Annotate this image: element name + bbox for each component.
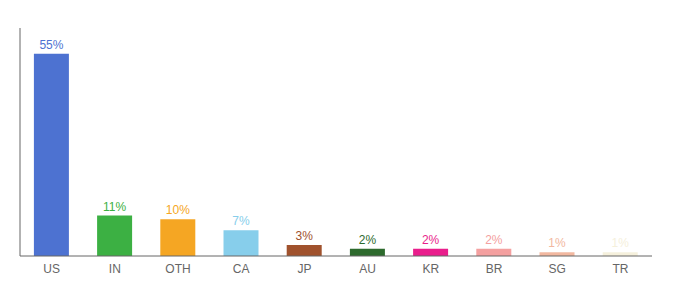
svg-text:BR: BR [486, 262, 503, 276]
svg-text:2%: 2% [359, 233, 377, 247]
svg-text:IN: IN [109, 262, 121, 276]
svg-text:10%: 10% [166, 203, 190, 217]
svg-text:JP: JP [297, 262, 311, 276]
svg-text:SG: SG [549, 262, 566, 276]
svg-text:CA: CA [233, 262, 250, 276]
svg-text:US: US [43, 262, 60, 276]
svg-text:3%: 3% [296, 229, 314, 243]
svg-text:11%: 11% [103, 200, 126, 214]
svg-text:TR: TR [612, 262, 628, 276]
svg-text:1%: 1% [548, 236, 566, 250]
svg-text:OTH: OTH [165, 262, 190, 276]
svg-text:1%: 1% [612, 236, 630, 250]
svg-text:7%: 7% [232, 214, 250, 228]
svg-text:AU: AU [359, 262, 376, 276]
svg-text:KR: KR [422, 262, 439, 276]
svg-text:55%: 55% [39, 38, 63, 52]
svg-text:2%: 2% [485, 233, 503, 247]
svg-text:2%: 2% [422, 233, 440, 247]
